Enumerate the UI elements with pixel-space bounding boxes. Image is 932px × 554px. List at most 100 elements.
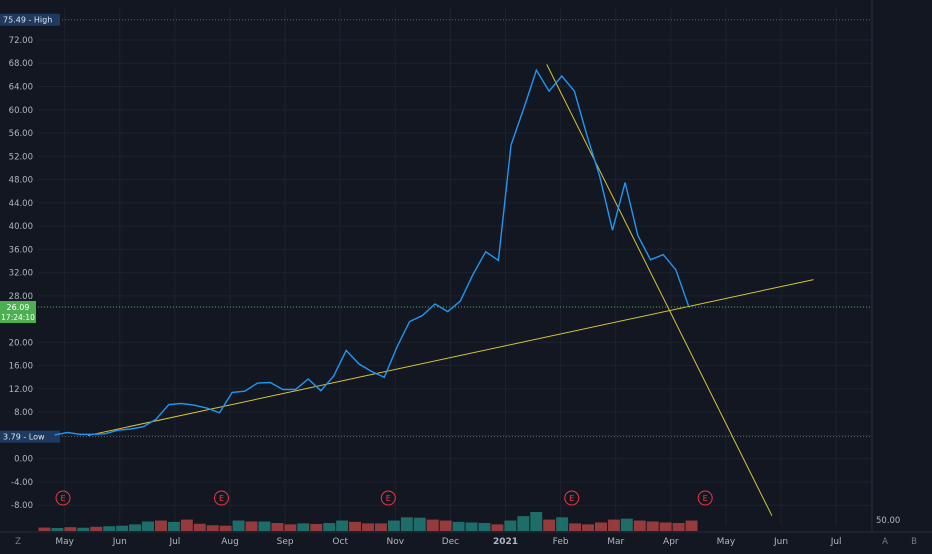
volume-bar — [543, 519, 556, 531]
earnings-marker — [213, 490, 229, 506]
volume-bar — [517, 516, 530, 531]
volume-scale-label: 50.00 — [876, 516, 900, 526]
volume-bar — [129, 524, 142, 531]
reference-label: 75.49 - High — [3, 16, 52, 25]
x-tick-label: Jun — [112, 537, 127, 547]
y-tick-label: 60.00 — [9, 106, 33, 116]
x-tick-label: Dec — [442, 537, 459, 547]
volume-bar — [620, 518, 633, 531]
y-tick-label: 64.00 — [9, 83, 33, 93]
volume-bar — [413, 517, 426, 531]
y-tick-label: -4.00 — [11, 478, 33, 488]
volume-bar — [64, 527, 77, 531]
y-tick-label: 32.00 — [9, 269, 33, 279]
volume-bar — [659, 522, 672, 531]
x-tick-label: Jun — [773, 537, 788, 547]
volume-bar — [310, 523, 323, 531]
volume-bar — [90, 526, 103, 531]
y-tick-label: 16.00 — [9, 362, 33, 372]
volume-bar — [594, 522, 607, 531]
trendline — [546, 64, 773, 516]
earnings-marker-label: E — [219, 494, 224, 503]
y-tick-label: -8.00 — [11, 501, 33, 511]
price-line — [54, 68, 690, 436]
volume-bar — [51, 527, 64, 531]
volume-bar — [685, 520, 698, 531]
volume-bar — [180, 519, 193, 531]
y-tick-label: 8.00 — [14, 408, 33, 418]
earnings-marker — [55, 490, 71, 506]
volume-bar — [530, 512, 543, 531]
earnings-marker-label: E — [60, 494, 65, 503]
earnings-marker-label: E — [569, 494, 574, 503]
x-tick-label: Apr — [663, 537, 679, 547]
x-tick-label: Jul — [168, 537, 180, 547]
countdown-label: 17:24:10 — [1, 313, 35, 322]
auto-scale-button[interactable]: A — [882, 537, 888, 547]
volume-bar — [323, 523, 336, 531]
last-price-label-background — [0, 300, 36, 323]
earnings-marker-label: E — [703, 494, 708, 503]
volume-bar — [258, 521, 271, 531]
volume-bar — [491, 524, 504, 531]
volume-bar — [607, 519, 620, 531]
volume-bar — [374, 523, 387, 531]
last-price-label: 26.09 — [7, 303, 30, 312]
volume-bar — [582, 524, 594, 531]
x-tick-label: Nov — [387, 537, 405, 547]
volume-bar — [672, 523, 685, 531]
volume-bar — [439, 520, 452, 531]
volume-bar — [38, 527, 51, 531]
volume-bar — [362, 523, 374, 531]
log-scale-button[interactable]: B — [911, 537, 917, 547]
volume-bar — [297, 523, 310, 531]
y-tick-label: 28.00 — [9, 292, 33, 302]
volume-bar — [556, 517, 569, 531]
volume-bar — [77, 527, 90, 531]
y-tick-label: 20.00 — [9, 338, 33, 348]
x-tick-label: 2021 — [493, 537, 518, 547]
y-tick-label: 44.00 — [9, 199, 33, 209]
reference-label-background — [0, 13, 60, 26]
volume-bar — [193, 523, 206, 531]
x-tick-label: Sep — [277, 537, 294, 547]
x-tick-label: Oct — [332, 537, 348, 547]
x-tick-label: Mar — [607, 537, 624, 547]
volume-bar — [465, 522, 478, 531]
y-tick-label: 12.00 — [9, 385, 33, 395]
y-tick-label: 0.00 — [14, 455, 33, 465]
volume-bar — [271, 523, 284, 531]
volume-bar — [426, 519, 439, 531]
zoom-button[interactable]: Z — [15, 537, 21, 547]
volume-bar — [400, 517, 413, 531]
y-tick-label: 48.00 — [9, 176, 33, 186]
earnings-marker — [697, 490, 713, 506]
volume-bar — [103, 526, 116, 531]
volume-bar — [219, 525, 232, 531]
volume-bar — [245, 521, 258, 531]
earnings-marker — [380, 490, 396, 506]
y-tick-label: 68.00 — [9, 59, 33, 69]
volume-bar — [167, 521, 180, 531]
y-tick-label: 40.00 — [9, 222, 33, 232]
volume-bar — [154, 520, 167, 531]
reference-label: 3.79 - Low — [3, 433, 45, 442]
volume-bar — [206, 525, 219, 531]
volume-bar — [284, 524, 297, 531]
volume-bar — [142, 521, 154, 531]
volume-bar — [478, 523, 491, 531]
volume-bar — [232, 520, 245, 531]
volume-bar — [349, 521, 362, 531]
y-tick-label: 36.00 — [9, 245, 33, 255]
volume-bar — [452, 521, 465, 531]
earnings-marker-label: E — [386, 494, 391, 503]
earnings-marker — [564, 490, 580, 506]
x-tick-label: May — [717, 537, 736, 547]
x-tick-label: May — [55, 537, 74, 547]
volume-bar — [646, 521, 659, 531]
x-tick-label: Jul — [830, 537, 842, 547]
volume-bar — [387, 520, 400, 531]
